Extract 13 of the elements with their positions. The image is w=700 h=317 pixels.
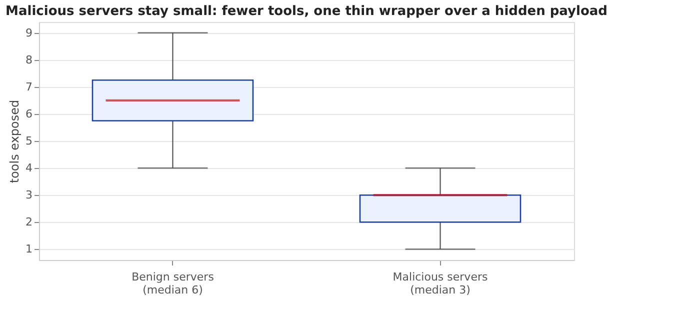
- y-tick-label: 1: [26, 242, 32, 256]
- y-tick-label: 6: [26, 107, 32, 120]
- chart-title: Malicious servers stay small: fewer tools, one thin wrapper over a hidden payload: [6, 4, 608, 19]
- x-tick-label: Benign servers (median 6): [132, 270, 214, 296]
- x-tick-label: Malicious servers (median 3): [392, 270, 488, 296]
- y-tick-label: 9: [26, 26, 32, 40]
- y-tick-label: 5: [26, 134, 32, 148]
- y-axis-title: tools exposed: [8, 100, 22, 184]
- y-tick-label: 8: [26, 53, 32, 66]
- y-tick-label: 7: [26, 80, 32, 94]
- y-tick-label: 4: [26, 162, 32, 175]
- y-tick-label: 3: [26, 188, 32, 202]
- y-tick-label: 2: [26, 216, 32, 229]
